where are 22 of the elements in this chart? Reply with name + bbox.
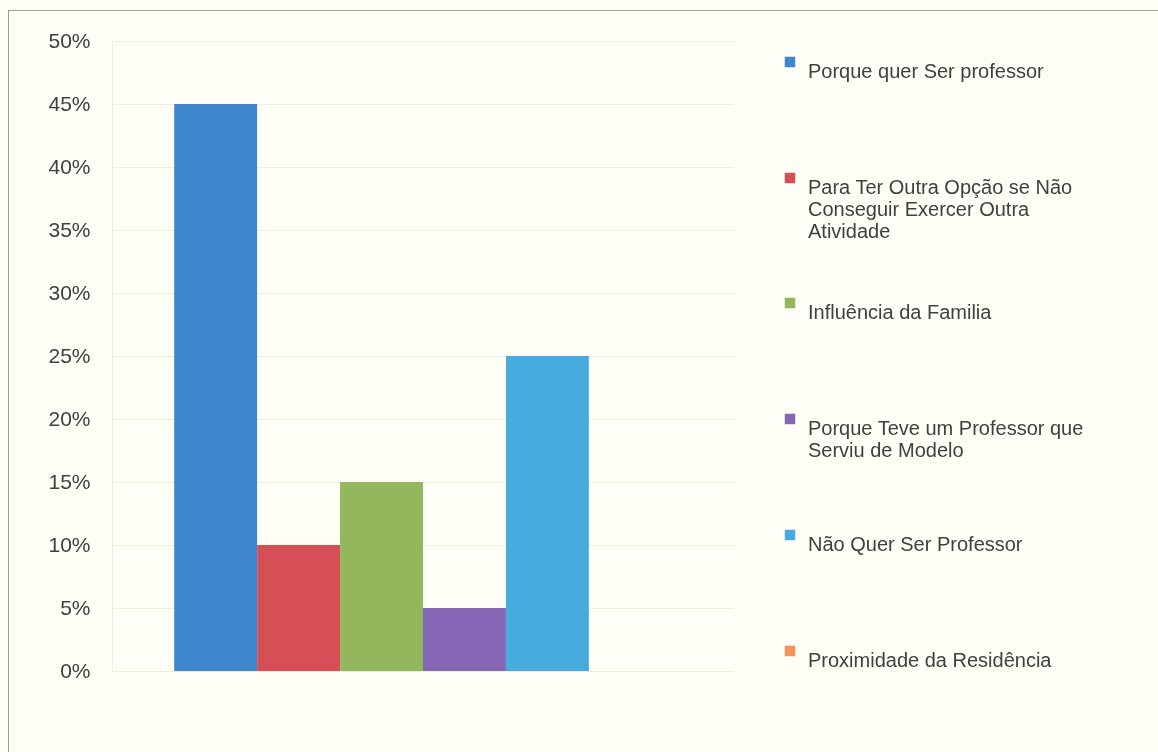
y-tick-label: 5% — [60, 595, 91, 619]
legend-label: Para Ter Outra Opção se Não Conseguir Exercer Outra Atividade — [808, 176, 1073, 242]
y-tick-label: 35% — [48, 217, 91, 241]
legend-label: Proximidade da Residência — [808, 649, 1053, 671]
y-tick-label: 50% — [48, 28, 91, 52]
y-tick-label: 15% — [48, 469, 91, 493]
legend-label: Porque quer Ser professor — [808, 60, 1045, 82]
bar — [340, 482, 423, 671]
bar — [257, 545, 341, 671]
bar — [505, 356, 589, 671]
y-tick-label: 45% — [48, 91, 91, 115]
y-tick-label: 30% — [48, 280, 91, 304]
bar — [423, 608, 506, 671]
y-tick-label: 20% — [48, 406, 91, 430]
legend-label: Influência da Familia — [808, 301, 993, 323]
y-tick-label: 40% — [48, 154, 91, 178]
legend-label: Não Quer Ser Professor — [808, 533, 1023, 555]
bar — [174, 104, 258, 671]
y-tick-label: 0% — [60, 658, 91, 682]
y-tick-label: 10% — [48, 532, 91, 556]
legend-label: Porque Teve um Professor que Serviu de Modelo — [808, 417, 1084, 461]
y-tick-label: 25% — [48, 343, 91, 367]
